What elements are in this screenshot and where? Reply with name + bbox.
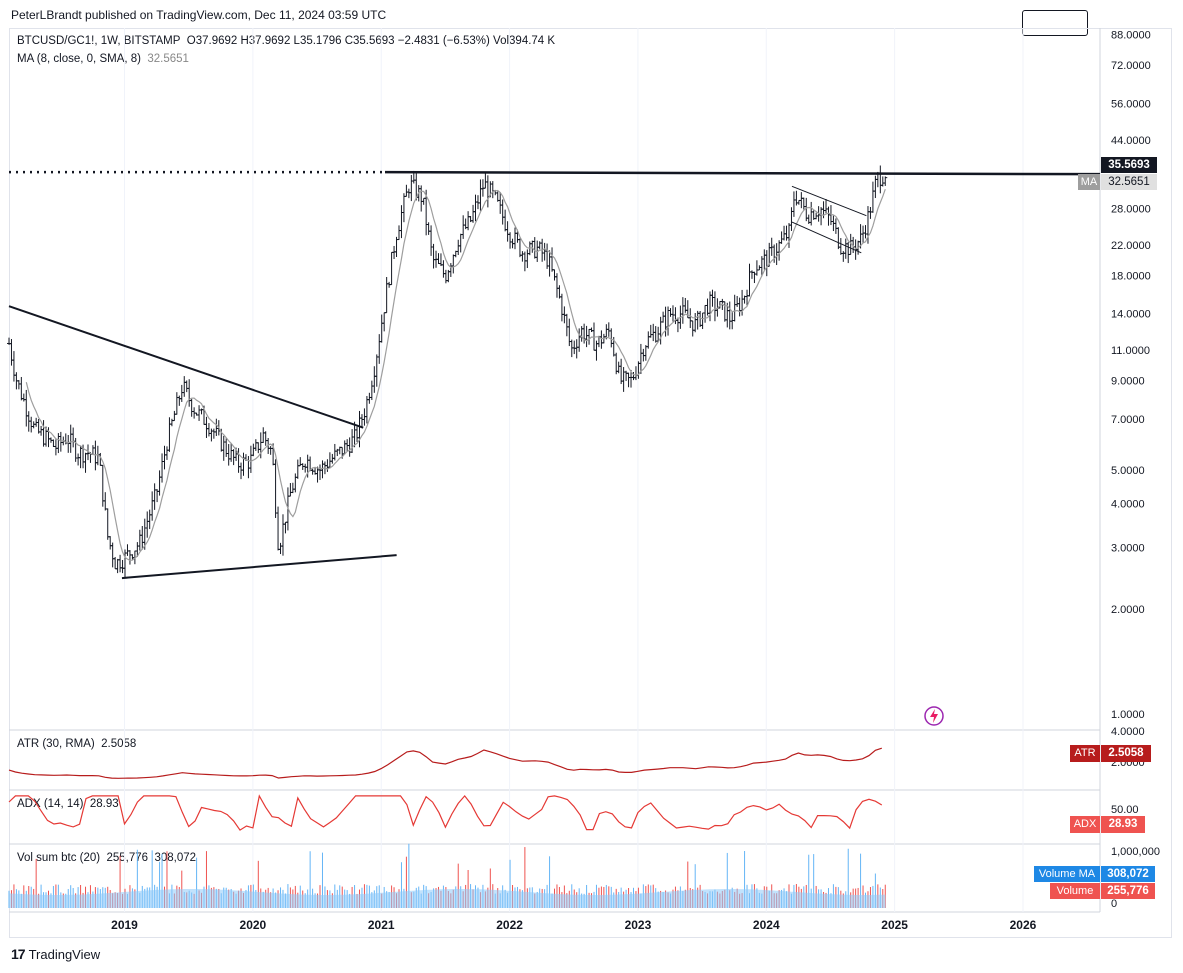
x-gridlines	[124, 28, 1024, 912]
time-tick-label: 2020	[240, 918, 267, 932]
atr-label[interactable]: ATR (30, RMA)	[17, 738, 95, 750]
adx-legend: ADX (14, 14) 28.93	[17, 798, 119, 810]
price-tick-label: 18.0000	[1111, 271, 1151, 283]
price-tick-label: 2.0000	[1111, 604, 1145, 616]
atr-legend: ATR (30, RMA) 2.5058	[17, 738, 136, 750]
price-badge: 35.5693	[1101, 157, 1157, 173]
tradingview-logo-icon: 17	[11, 946, 26, 962]
time-tick-label: 2019	[111, 918, 138, 932]
indicator-tick-label: 50.00	[1111, 804, 1139, 816]
price-axis: 88.0000 72.0000 56.0000 44.0000 28.0000 22.00…	[1111, 30, 1151, 721]
ma-line	[25, 189, 886, 561]
symbol-label[interactable]: BTCUSD/GC1!, 1W, BITSTAMP	[17, 35, 181, 47]
price-tick-label: 28.0000	[1111, 203, 1151, 215]
volume-value-badge: 255,776	[1101, 883, 1155, 899]
ma-value: 32.5651	[147, 53, 189, 65]
ma-tag-badge: MA	[1078, 174, 1100, 190]
chart-frame	[9, 28, 1172, 938]
published-header: PeterLBrandt published on TradingView.co…	[11, 8, 387, 22]
adx-label[interactable]: ADX (14, 14)	[17, 798, 84, 810]
price-tick-label: 4.0000	[1111, 499, 1145, 511]
indicator-tick-label: 0	[1111, 898, 1117, 910]
atr-tag-badge: ATR	[1070, 745, 1100, 762]
price-tick-label: 88.0000	[1111, 30, 1151, 42]
price-tick-label: 1.0000	[1111, 709, 1145, 721]
time-tick-label: 2021	[368, 918, 395, 932]
tradingview-footer[interactable]: 17 TradingView	[11, 946, 100, 962]
time-tick-label: 2024	[753, 918, 780, 932]
price-tick-label: 5.0000	[1111, 465, 1145, 477]
price-tick-label: 72.0000	[1111, 60, 1151, 72]
time-tick-label: 2026	[1010, 918, 1037, 932]
price-tick-label: 22.0000	[1111, 240, 1151, 252]
resistance-line	[384, 170, 1101, 176]
price-tick-label: 44.0000	[1111, 135, 1151, 147]
price-tick-label: 11.0000	[1111, 345, 1150, 357]
price-tick-label: 7.0000	[1111, 414, 1145, 426]
time-tick-label: 2023	[625, 918, 652, 932]
symbol-legend: BTCUSD/GC1!, 1W, BITSTAMP O37.9692 H37.9…	[17, 35, 555, 47]
trendline	[791, 221, 862, 254]
indicator-tick-label: 1,000,000	[1111, 846, 1160, 858]
volume-ma-tag-badge: Volume MA	[1034, 866, 1100, 882]
ma-label[interactable]: MA (8, close, 0, SMA, 8)	[17, 53, 141, 65]
atr-value-badge: 2.5058	[1101, 745, 1151, 762]
price-bars	[7, 165, 888, 579]
time-axis: 2019 2020 2021 2022 2023 2024 2025 2026	[111, 918, 1036, 932]
price-tick-label: 3.0000	[1111, 542, 1145, 554]
adx-value: 28.93	[89, 798, 119, 810]
atr-line	[8, 747, 882, 779]
ma-value-badge: 32.5651	[1101, 174, 1157, 190]
ohlc-values: O37.9692 H37.9692 L35.1796 C35.5693 −2.4…	[186, 35, 556, 47]
trendlines	[8, 170, 1101, 580]
alert-icon[interactable]	[924, 706, 944, 726]
trendline	[791, 185, 867, 217]
atr-value: 2.5058	[101, 738, 137, 750]
ma-legend: MA (8, close, 0, SMA, 8) 32.5651	[17, 53, 189, 65]
volume-ma-area	[9, 889, 886, 908]
price-tick-label: 9.0000	[1111, 376, 1145, 388]
chart-snapshot-button[interactable]	[1022, 10, 1088, 36]
trendline	[8, 305, 364, 429]
vol-label[interactable]: Vol sum btc (20)	[17, 852, 101, 864]
time-tick-label: 2025	[881, 918, 908, 932]
price-tick-label: 56.0000	[1111, 98, 1151, 110]
adx-line	[8, 794, 883, 831]
trendline	[121, 554, 397, 580]
volume-ma-value-badge: 308,072	[1101, 866, 1155, 882]
adx-value-badge: 28.93	[1101, 816, 1145, 833]
brand-label: TradingView	[28, 946, 101, 962]
time-tick-label: 2022	[496, 918, 523, 932]
adx-tag-badge: ADX	[1070, 816, 1100, 833]
price-tick-label: 14.0000	[1111, 309, 1151, 321]
volume-tag-badge: Volume	[1050, 883, 1100, 899]
indicator-tick-label: 4.0000	[1111, 726, 1145, 738]
vol-ma-value: 308,072	[154, 852, 197, 864]
